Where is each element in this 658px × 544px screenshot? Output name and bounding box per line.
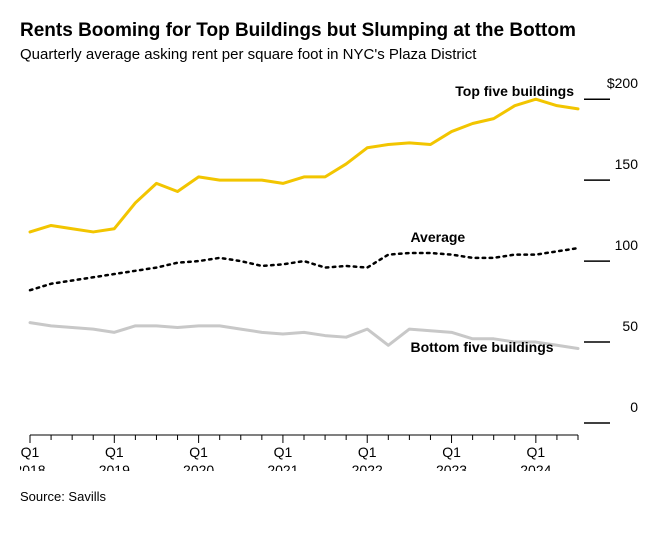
- chart-container: Rents Booming for Top Buildings but Slum…: [20, 20, 638, 504]
- x-axis-quarter-label: Q1: [105, 444, 124, 460]
- x-axis-year-label: 2022: [352, 462, 383, 471]
- series-line-top5: [30, 99, 578, 232]
- series-label-average: Average: [410, 229, 465, 245]
- y-axis-tick-label: 0: [584, 399, 638, 415]
- chart-subtitle: Quarterly average asking rent per square…: [20, 46, 638, 63]
- x-axis-year-label: 2024: [520, 462, 551, 471]
- x-axis-quarter-label: Q1: [21, 444, 40, 460]
- x-axis-year-label: 2021: [267, 462, 298, 471]
- x-axis-quarter-label: Q1: [274, 444, 293, 460]
- chart-svg: Q1 2018 Q1 2019 Q1 2020 Q1 2021 Q1 2022 Q1 2023 Q1 20…: [20, 83, 638, 471]
- x-axis-quarter-label: Q1: [189, 444, 208, 460]
- y-axis-tick-label: 100: [584, 237, 638, 253]
- chart-source: Source: Savills: [20, 489, 638, 504]
- x-axis-year-label: 2018: [20, 462, 46, 471]
- series-label-top5: Top five buildings: [455, 83, 574, 99]
- x-axis-year-label: 2020: [183, 462, 214, 471]
- x-axis-quarter-label: Q1: [442, 444, 461, 460]
- y-axis-tick-label: $200: [584, 75, 638, 91]
- x-axis-quarter-label: Q1: [527, 444, 546, 460]
- series-line-average: [30, 248, 578, 290]
- y-axis-tick-label: 150: [584, 156, 638, 172]
- series-label-bottom5: Bottom five buildings: [410, 339, 553, 355]
- x-axis-quarter-label: Q1: [358, 444, 377, 460]
- plot-area: 050100150$200Q12018Q12019Q12020Q12021Q12…: [20, 83, 638, 471]
- chart-title: Rents Booming for Top Buildings but Slum…: [20, 20, 638, 42]
- x-axis-year-label: 2019: [99, 462, 130, 471]
- x-axis-year-label: 2023: [436, 462, 467, 471]
- y-axis-tick-label: 50: [584, 318, 638, 334]
